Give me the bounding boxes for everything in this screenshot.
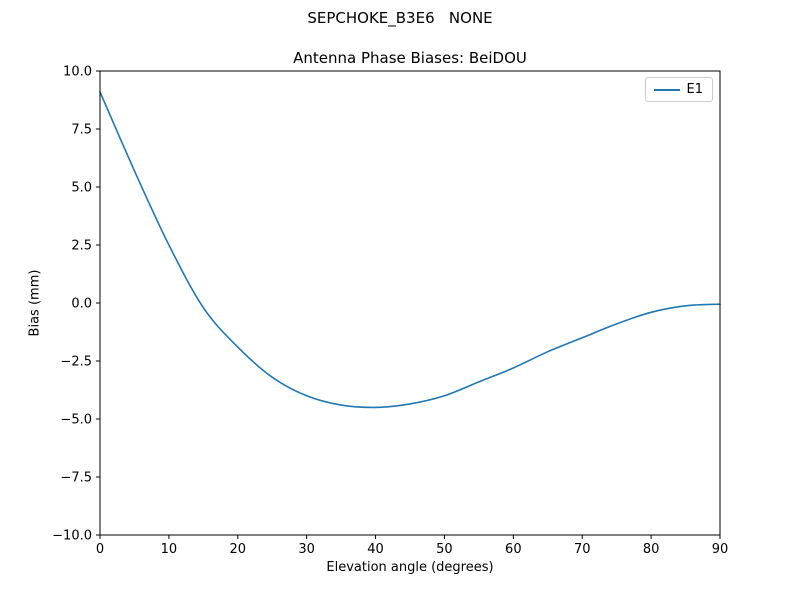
y-tick-label: 10.0 — [63, 65, 92, 80]
x-tick-label: 40 — [367, 542, 384, 557]
figure-title: SEPCHOKE_B3E6 NONE — [307, 9, 493, 27]
y-tick-label: −10.0 — [52, 529, 92, 544]
y-tick-label: −2.5 — [60, 355, 92, 370]
y-tick-label: 5.0 — [71, 181, 92, 196]
axes-title: Antenna Phase Biases: BeiDOU — [293, 49, 527, 67]
x-tick-label: 60 — [505, 542, 522, 557]
x-axis-label: Elevation angle (degrees) — [326, 560, 494, 575]
x-tick-label: 50 — [436, 542, 453, 557]
x-tick-label: 20 — [230, 542, 247, 557]
x-tick-label: 90 — [712, 542, 729, 557]
x-tick-label: 80 — [643, 542, 660, 557]
legend: E1 — [644, 77, 713, 102]
legend-label-e1: E1 — [686, 82, 704, 97]
y-tick-label: 0.0 — [71, 297, 92, 312]
y-tick-label: 7.5 — [71, 123, 92, 138]
legend-line-e1 — [653, 88, 680, 91]
y-tick-label: −7.5 — [60, 471, 92, 486]
y-tick-label: 2.5 — [71, 239, 92, 254]
y-tick-label: −5.0 — [60, 413, 92, 428]
x-tick-label: 0 — [96, 542, 104, 557]
x-tick-label: 10 — [161, 542, 178, 557]
x-tick-label: 30 — [298, 542, 315, 557]
series-line-e1 — [99, 91, 721, 409]
plot-border — [99, 70, 721, 536]
x-tick-label: 70 — [574, 542, 591, 557]
